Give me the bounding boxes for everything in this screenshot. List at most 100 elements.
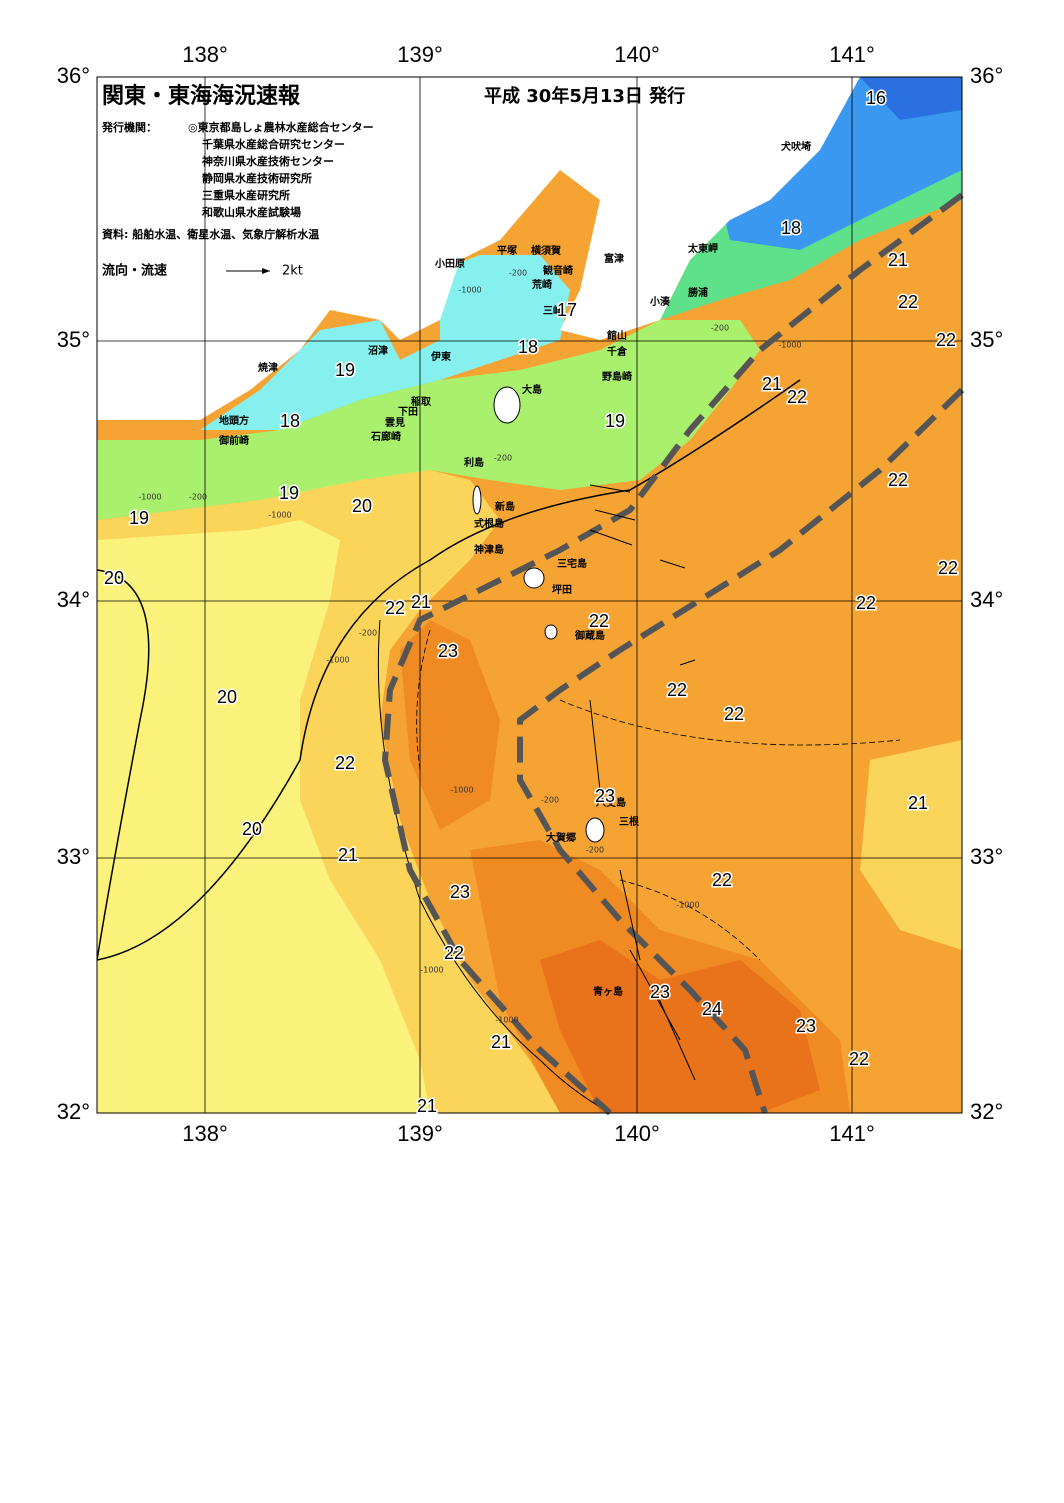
temperature-label: 22 [335,753,355,773]
place-name: 雲見 [385,417,405,429]
labels: ◎東京都島しょ農林水産総合センター千葉県水産総合研究センター神奈川県水産技術セン… [57,42,1004,1146]
place-name: 三根 [619,815,639,828]
temperature-label: 19 [605,411,625,431]
place-name: 三宅島 [557,557,587,570]
temperature-label: 22 [936,330,956,350]
place-name: 横須賀 [531,244,561,257]
place-name: 沼津 [368,344,388,357]
place-name: 御前崎 [218,434,249,447]
place-name: 焼津 [258,361,278,374]
lat-label-left: 32° [57,1099,90,1124]
depth-label: -200 [541,796,559,805]
temperature-label: 23 [450,882,470,902]
temperature-label: 21 [411,592,431,612]
place-name: 八丈島 [595,796,626,809]
place-name: 小湊 [649,295,671,308]
place-name: 下田 [398,406,418,418]
place-name: 大島 [522,383,542,396]
depth-label: -1000 [326,656,349,665]
temperature-label: 21 [338,845,358,865]
place-name: 地頭方 [219,414,249,427]
temperature-label: 22 [898,292,918,312]
temperature-label: 22 [589,611,609,631]
lon-label-bottom: 141° [829,1121,875,1146]
temperature-label: 18 [781,218,801,238]
temperature-label: 19 [335,360,355,380]
lat-label-right: 35° [970,327,1003,352]
current-arrows [589,484,696,1081]
place-name: 坪田 [552,583,572,596]
sources: 資料: 船舶水温、衛星水温、気象庁解析水温 [102,227,319,241]
temperature-label: 22 [667,680,687,700]
temperature-label: 22 [856,593,876,613]
temperature-label: 16 [866,88,886,108]
temperature-label: 23 [438,641,458,661]
temperature-label: 21 [888,250,908,270]
depth-label: -200 [711,324,729,333]
lon-label-bottom: 140° [614,1121,660,1146]
temperature-label: 17 [557,300,577,320]
place-name: 青ヶ島 [593,985,623,998]
legend-scale: 2kt [282,264,303,279]
issue-date: 平成 30年5月13日 発行 [484,85,685,107]
lat-label-left: 34° [57,587,90,612]
place-name: 大賀郷 [546,831,576,844]
place-name: 式根島 [474,517,504,530]
depth-label: -1000 [676,901,699,910]
place-name: 稲取 [411,395,432,408]
depth-label: -1000 [458,286,481,295]
place-name: 館山 [606,329,627,342]
lon-label-bottom: 139° [397,1121,443,1146]
temperature-label: 22 [724,704,744,724]
depth-label: -1000 [138,493,161,502]
depth-label: -1000 [450,786,473,795]
legend-label: 流向・流速 [102,263,167,279]
depth-label: -1000 [778,341,801,350]
place-name: 御蔵島 [574,629,605,642]
temperature-label: 20 [217,687,237,707]
issuer: 神奈川県水産技術センター [202,154,334,168]
place-name: 平塚 [497,244,517,257]
lat-label-left: 33° [57,844,90,869]
issuer: 和歌山県水産試験場 [202,205,301,219]
temperature-label: 22 [787,387,807,407]
depth-label: -200 [586,846,604,855]
depth-label: -200 [494,454,512,463]
place-name: 新島 [495,500,515,513]
temperature-label: 23 [595,786,615,806]
temperature-label: 18 [280,411,300,431]
issuer: 三重県水産研究所 [202,188,290,202]
place-name: 野島崎 [602,370,632,383]
lat-label-right: 34° [970,587,1003,612]
temperature-label: 22 [938,558,958,578]
temperature-label: 20 [104,568,124,588]
lon-label-top: 139° [397,42,443,67]
lat-label-right: 32° [970,1099,1003,1124]
place-name: 勝浦 [688,286,708,299]
temperature-label: 24 [702,999,722,1019]
depth-label: -200 [509,269,527,278]
place-name: 小田原 [434,257,465,270]
depth-label: -200 [189,493,207,502]
issuer: 静岡県水産技術研究所 [202,171,312,185]
title: 関東・東海海況速報 [102,83,301,109]
lat-label-left: 35° [57,327,90,352]
temperature-label: 19 [129,508,149,528]
kuroshio-axis [381,192,965,1116]
place-name: 利島 [464,456,484,469]
place-name: 富津 [604,252,624,265]
place-name: 千倉 [607,345,628,358]
temperature-label: 23 [796,1016,816,1036]
lon-label-bottom: 138° [182,1121,228,1146]
lon-label-top: 141° [829,42,875,67]
temperature-label: 21 [417,1096,437,1116]
temperature-label: 21 [762,374,782,394]
depth-label: -200 [359,629,377,638]
temperature-label: 20 [242,819,262,839]
temperature-label: 22 [712,870,732,890]
temperature-label: 22 [849,1049,869,1069]
temperature-label: 20 [352,496,372,516]
place-name: 観音崎 [543,264,573,277]
depth-label: -1000 [420,966,443,975]
temperature-label: 23 [650,982,670,1002]
